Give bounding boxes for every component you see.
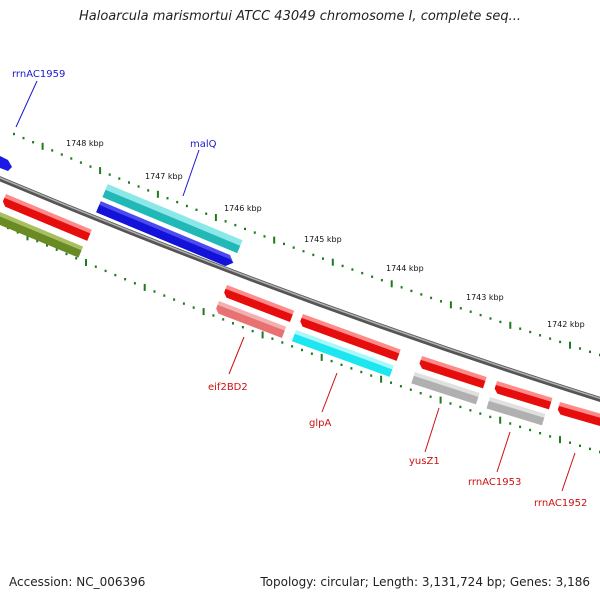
gene-yusZ1[interactable] [411, 372, 480, 405]
tick-label-1743: 1743 kbp [466, 293, 504, 302]
chromosome-backbone [0, 176, 600, 402]
leader-glpA [321, 372, 338, 413]
label-malQ[interactable]: malQ [190, 139, 217, 150]
label-yusZ1[interactable]: yusZ1 [409, 456, 440, 467]
gene-red-3[interactable] [418, 356, 487, 389]
label-rrnAC1959[interactable]: rrnAC1959 [12, 69, 65, 80]
map-title: Haloarcula marismortui ATCC 43049 chromo… [79, 9, 521, 24]
tick-label-1744: 1744 kbp [386, 264, 424, 273]
gene-eif2BD2[interactable] [215, 301, 287, 339]
tick-label-1747: 1747 kbp [145, 172, 183, 181]
label-glpA[interactable]: glpA [309, 418, 331, 429]
label-rrnAC1952[interactable]: rrnAC1952 [534, 498, 587, 509]
leader-yusZ1 [424, 407, 440, 453]
gene-blue-left-edge[interactable] [0, 156, 12, 171]
tick-label-1742: 1742 kbp [547, 320, 585, 329]
topology-text: Topology: circular; Length: 3,131,724 bp… [260, 575, 590, 589]
gene-olive-left[interactable] [0, 212, 84, 258]
tick-label-1746: 1746 kbp [224, 204, 262, 213]
label-rrnAC1953[interactable]: rrnAC1953 [468, 477, 521, 488]
label-eif2BD2[interactable]: eif2BD2 [208, 382, 248, 393]
leader-malQ [182, 149, 200, 197]
gene-malQ-blue[interactable] [96, 201, 235, 268]
leader-rrnAC1952 [561, 452, 576, 492]
gene-rrnAC1952[interactable] [557, 402, 600, 427]
gene-malQ-cyan[interactable] [102, 184, 243, 254]
leader-rrnAC1953 [496, 431, 511, 473]
leader-rrnAC1959 [15, 80, 38, 128]
accession-text: Accession: NC_006396 [9, 575, 146, 589]
tick-label-1745: 1745 kbp [304, 235, 342, 244]
gene-red-2[interactable] [299, 314, 401, 361]
leader-eif2BD2 [228, 336, 245, 375]
gene-rrnAC1953[interactable] [486, 397, 546, 426]
gene-red-1[interactable] [223, 285, 295, 323]
gene-red-left[interactable] [1, 194, 92, 241]
gene-glpA[interactable] [291, 330, 394, 377]
chromosome-backbone-highlight [0, 177, 600, 400]
tick-track-outer [13, 132, 600, 357]
gene-red-4[interactable] [493, 381, 553, 410]
tick-label-1748: 1748 kbp [66, 139, 104, 148]
